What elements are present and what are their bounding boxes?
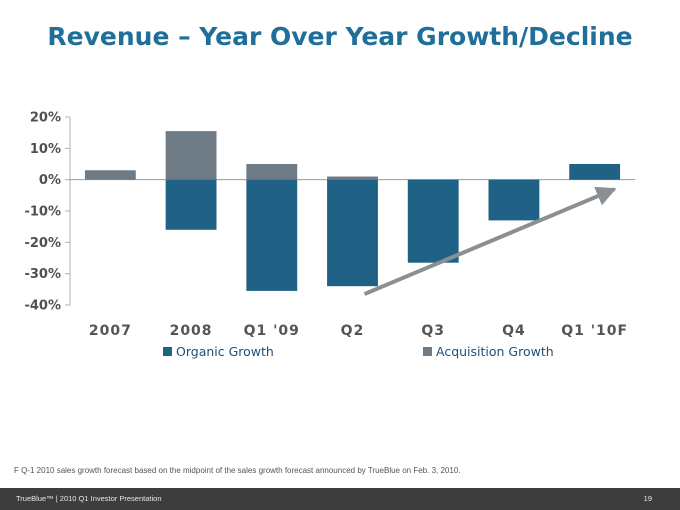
bar-acquisition-growth — [84, 170, 136, 180]
footnote: F Q-1 2010 sales growth forecast based o… — [14, 466, 461, 475]
slide-footer: TrueBlue™ | 2010 Q1 Investor Presentatio… — [0, 488, 680, 510]
bar-organic-growth — [407, 179, 459, 263]
bar-acquisition-growth — [246, 164, 298, 180]
x-tick-label: Q1 '10F — [561, 323, 628, 339]
y-tick-label: -30% — [24, 267, 61, 282]
growth-bar-chart: 20% 10% 0% -10% -20% -30% -40% 2007 2008 Q1 '09 Q… — [24, 111, 635, 359]
y-tick-label: -20% — [24, 236, 61, 251]
y-tick-label: 20% — [30, 111, 61, 126]
legend-swatch — [163, 347, 172, 356]
x-tick-label: Q1 '09 — [244, 323, 300, 339]
page-number: 19 — [643, 494, 652, 503]
x-tick-label: 2007 — [89, 323, 132, 339]
bar-organic-growth — [569, 164, 621, 180]
y-tick-label: -10% — [24, 205, 61, 220]
footer-caption: TrueBlue™ | 2010 Q1 Investor Presentatio… — [16, 494, 162, 503]
y-tick-label: 0% — [39, 173, 61, 188]
slide-title: Revenue – Year Over Year Growth/Decline — [47, 22, 633, 51]
x-tick-label: Q2 — [341, 323, 365, 339]
bar-organic-growth — [246, 179, 298, 291]
trend-arrow — [363, 186, 617, 296]
x-tick-label: 2008 — [170, 323, 213, 339]
bar-organic-growth — [488, 179, 540, 221]
bar-organic-growth — [165, 179, 217, 230]
y-tick-label: 10% — [30, 142, 61, 157]
bar-acquisition-growth — [327, 176, 378, 180]
legend-label: Acquisition Growth — [436, 344, 554, 359]
y-tick-label: -40% — [24, 299, 61, 314]
x-tick-label: Q4 — [502, 323, 526, 339]
bar-acquisition-growth — [165, 131, 217, 180]
bar-organic-growth — [327, 179, 378, 287]
x-tick-label: Q3 — [421, 323, 445, 339]
legend-swatch — [423, 347, 432, 356]
legend-label: Organic Growth — [176, 344, 274, 359]
